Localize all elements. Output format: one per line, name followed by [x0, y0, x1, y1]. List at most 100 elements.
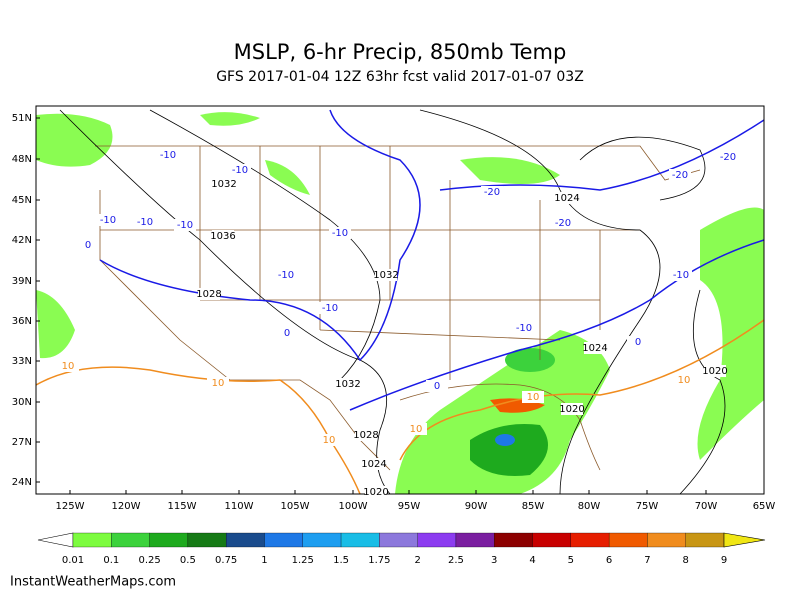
legend-label: 7	[644, 555, 650, 566]
legend-swatch	[647, 532, 686, 548]
label-backing	[426, 380, 448, 392]
legend-label: 2	[414, 555, 420, 566]
lon-label: 125W	[56, 501, 85, 512]
isobar-label: 1024	[582, 343, 607, 354]
isobar-label: 1024	[554, 193, 579, 204]
legend-over	[723, 532, 766, 548]
warm-isotherms	[35, 319, 765, 495]
lon-label: 105W	[281, 501, 310, 512]
isotherm-label: -10	[160, 150, 176, 161]
isobar-label: 1028	[196, 289, 221, 300]
legend-label: 9	[721, 555, 727, 566]
label-backing	[337, 378, 359, 390]
legend-swatch	[608, 532, 648, 548]
label-backing	[365, 486, 387, 498]
isotherm-label: -10	[278, 270, 294, 281]
isotherm-label: -10	[332, 228, 348, 239]
isotherm-label: 10	[212, 378, 225, 389]
legend-under	[37, 532, 74, 548]
label-backing	[329, 227, 351, 239]
label-backing	[717, 151, 739, 163]
label-backing	[556, 192, 578, 204]
legend-label: 3	[491, 555, 497, 566]
legend-swatch	[226, 532, 265, 548]
isotherm-label: -10	[232, 165, 248, 176]
isotherm-label: -10	[100, 215, 116, 226]
lon-label: 65W	[753, 501, 776, 512]
label-backing	[704, 365, 726, 377]
isobar-label: 1028	[353, 430, 378, 441]
isobar-label: 1020	[559, 404, 584, 415]
isobar-label: 1032	[335, 379, 360, 390]
lat-label: 42N	[12, 235, 32, 246]
label-backing	[584, 342, 606, 354]
isotherm-label: 10	[678, 375, 691, 386]
label-backing	[174, 219, 196, 231]
legend-label: 0.1	[103, 555, 119, 566]
label-backing	[319, 302, 341, 314]
isobar-label: 1036	[210, 231, 235, 242]
lat-label: 36N	[12, 316, 32, 327]
lat-label: 30N	[12, 397, 32, 408]
lon-label: 75W	[636, 501, 659, 512]
lat-label: 48N	[12, 154, 32, 165]
lat-label: 33N	[12, 356, 32, 367]
label-backing	[198, 288, 220, 300]
legend-label: 2.5	[448, 555, 464, 566]
label-backing	[318, 434, 340, 446]
label-backing	[207, 377, 229, 389]
label-backing	[97, 214, 119, 226]
isotherm-label: 10	[62, 361, 75, 372]
legend-swatch	[111, 532, 150, 548]
label-backing	[276, 327, 298, 339]
isotherm-label: -10	[516, 323, 532, 334]
legend-label: 1.25	[292, 555, 314, 566]
isotherm-label: -20	[672, 170, 688, 181]
lat-label: 39N	[12, 276, 32, 287]
legend-label: 5	[568, 555, 574, 566]
lon-label: 70W	[695, 501, 718, 512]
legend-label: 1.75	[368, 555, 390, 566]
isotherm-label: 0	[85, 240, 91, 251]
label-backing	[673, 374, 695, 386]
legend-swatch	[379, 532, 418, 548]
lat-label: 45N	[12, 195, 32, 206]
label-backing	[57, 360, 79, 372]
label-backing	[275, 269, 297, 281]
isotherm-label: -10	[673, 270, 689, 281]
legend-label: 1.5	[333, 555, 349, 566]
map-area	[35, 105, 765, 495]
isobar-label: 1032	[211, 179, 236, 190]
legend-swatch	[187, 532, 227, 548]
isotherm-label: -10	[137, 217, 153, 228]
credit: InstantWeatherMaps.com	[10, 575, 176, 590]
map-frame	[35, 105, 765, 495]
lon-label: 80W	[578, 501, 601, 512]
lon-label: 115W	[168, 501, 197, 512]
legend-swatch	[417, 532, 457, 548]
legend-swatch	[455, 532, 495, 548]
title: MSLP, 6-hr Precip, 850mb Temp	[234, 40, 567, 64]
lon-label: 100W	[339, 501, 368, 512]
isotherm-label: -20	[484, 187, 500, 198]
legend-label: 0.5	[180, 555, 196, 566]
label-backing	[229, 164, 251, 176]
label-backing	[522, 391, 544, 403]
isotherm-label: -10	[177, 220, 193, 231]
lon-label: 120W	[112, 501, 141, 512]
isotherm-label: -20	[555, 218, 571, 229]
legend-swatch	[264, 532, 303, 548]
lat-label: 24N	[12, 477, 32, 488]
lat-label: 51N	[12, 113, 32, 124]
label-backing	[212, 230, 234, 242]
label-backing	[670, 269, 692, 281]
label-backing	[375, 269, 397, 281]
isobar-label: 1032	[373, 270, 398, 281]
label-backing	[481, 186, 503, 198]
label-backing	[77, 239, 99, 251]
isobar-label: 1024	[361, 459, 386, 470]
legend-label: 8	[683, 555, 689, 566]
lon-label: 110W	[225, 501, 254, 512]
